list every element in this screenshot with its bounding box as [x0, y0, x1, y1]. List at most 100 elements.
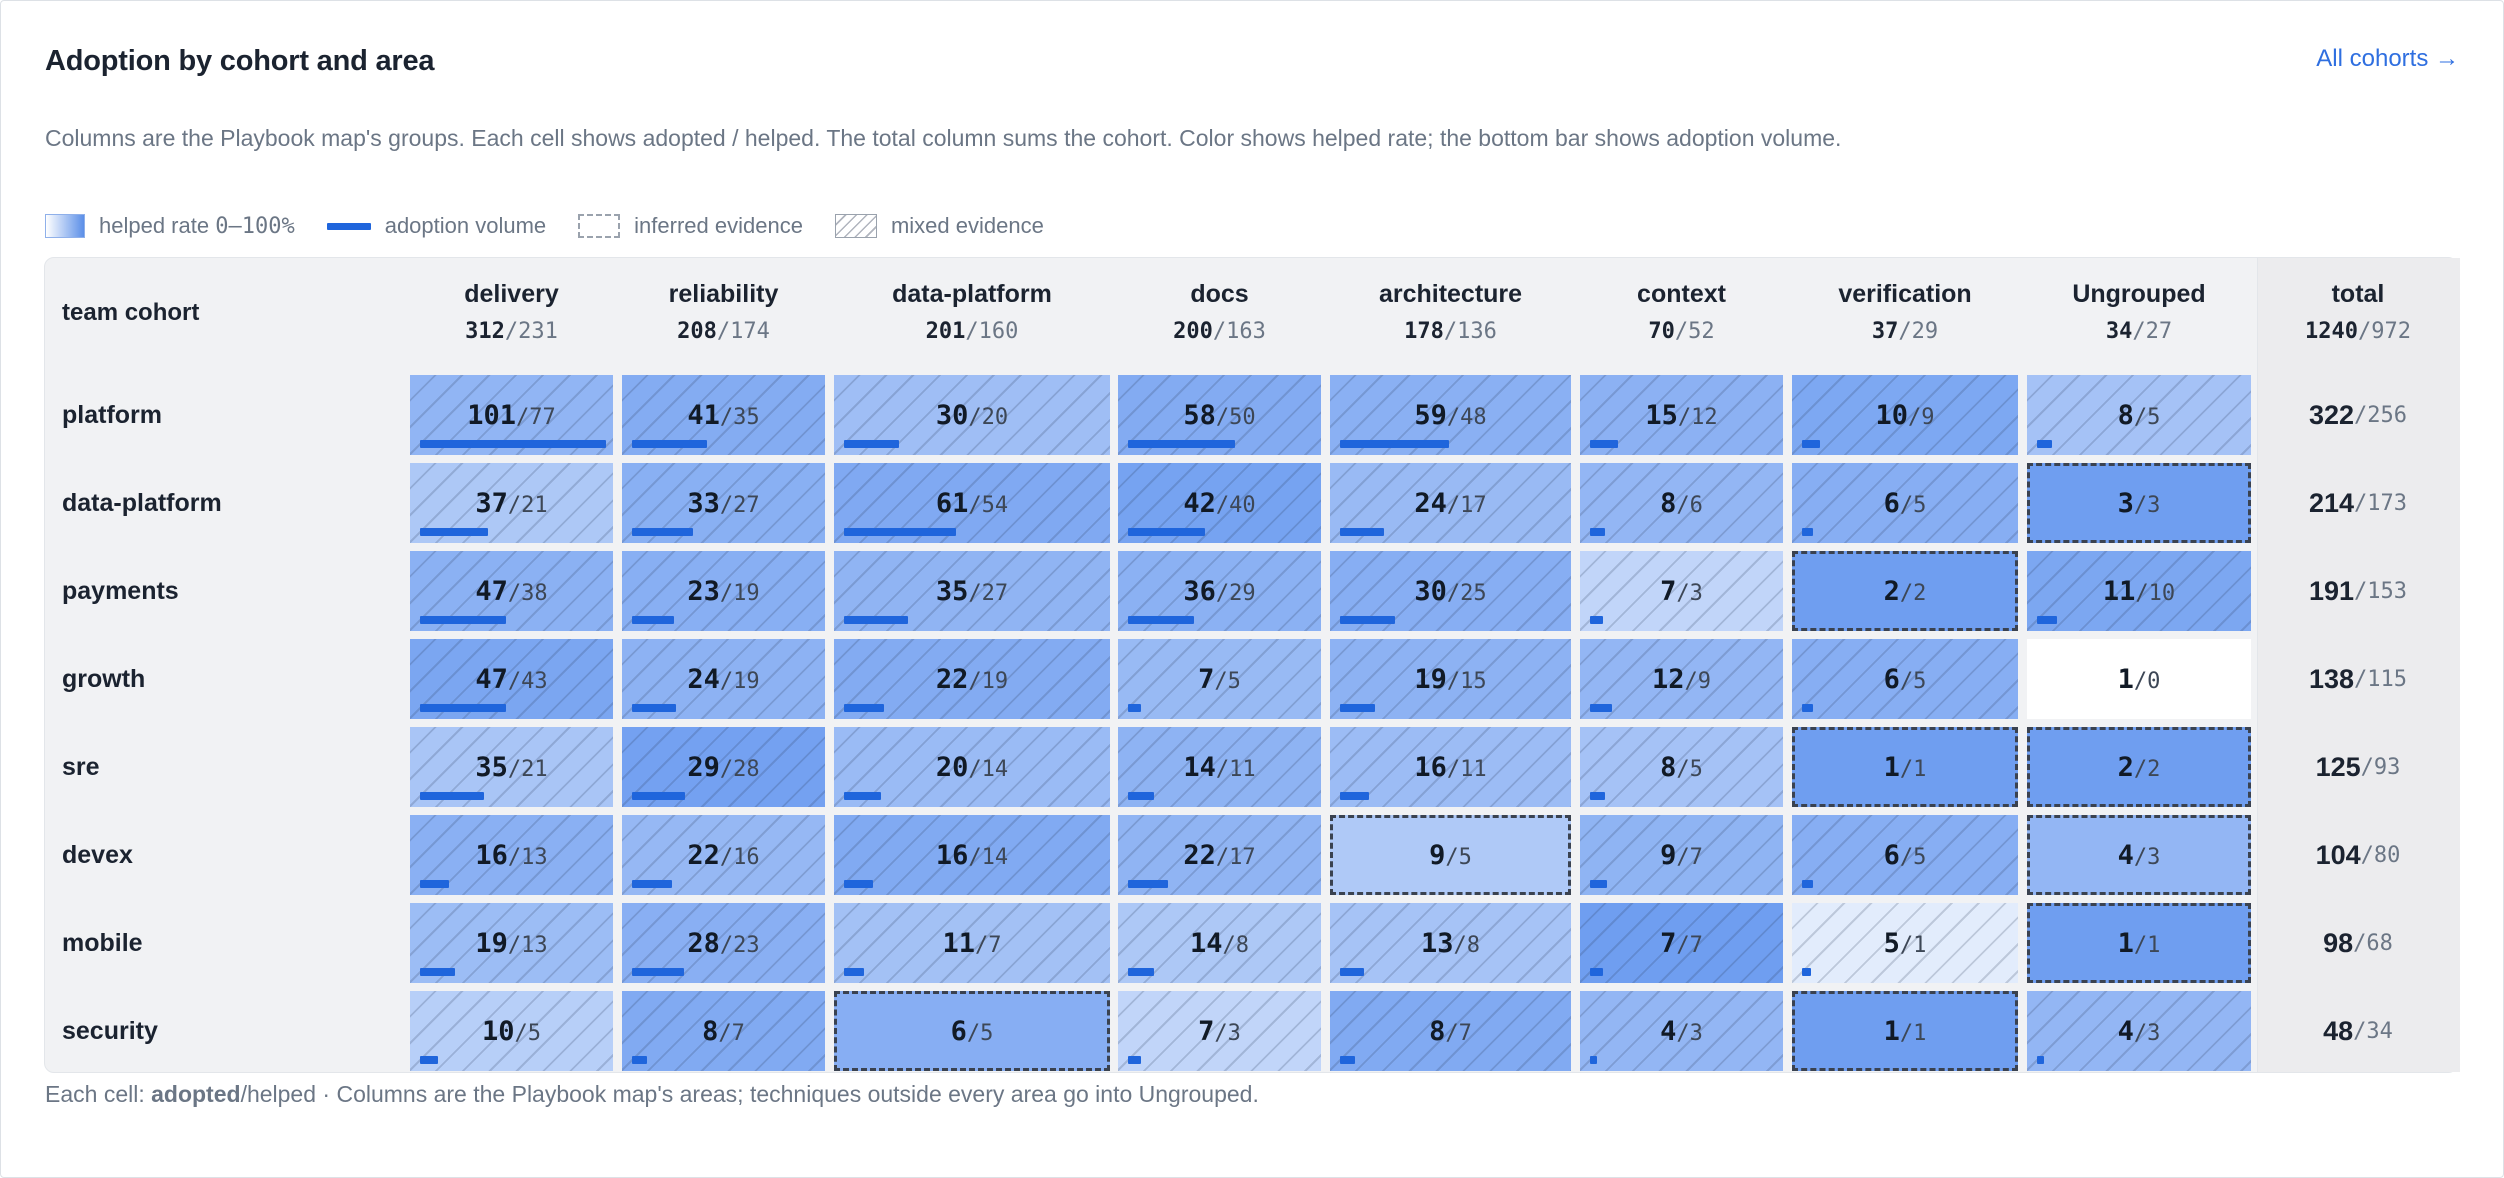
heatmap-cell[interactable]: 24/19: [622, 639, 825, 719]
heatmap-cell[interactable]: 16/14: [834, 815, 1110, 895]
heatmap-cell[interactable]: 14/11: [1118, 727, 1321, 807]
heatmap-cell[interactable]: 29/28: [622, 727, 825, 807]
adoption-volume-bar: [420, 968, 455, 976]
cell-helped: /9: [1908, 404, 1935, 430]
heatmap-cell[interactable]: 36/29: [1118, 551, 1321, 631]
heatmap-cell[interactable]: 7/7: [1580, 903, 1783, 983]
cell-helped: /15: [1446, 668, 1487, 694]
heatmap-cell[interactable]: 42/40: [1118, 463, 1321, 543]
heatmap-cell[interactable]: 9/7: [1580, 815, 1783, 895]
adoption-volume-bar: [1128, 704, 1141, 712]
cell-value: 10/9: [1875, 400, 1934, 431]
heatmap-cell[interactable]: 7/5: [1118, 639, 1321, 719]
heatmap-cell[interactable]: 47/38: [410, 551, 613, 631]
cell-value: 61/54: [936, 488, 1008, 519]
heatmap-cell[interactable]: 8/5: [1580, 727, 1783, 807]
cell-value: 14/8: [1190, 928, 1249, 959]
heatmap-cell[interactable]: 8/5: [2027, 375, 2251, 455]
cell-helped: /11: [1446, 756, 1487, 782]
cell-value: 8/7: [702, 1016, 745, 1047]
heatmap-cell[interactable]: 23/19: [622, 551, 825, 631]
heatmap-cell[interactable]: 24/17: [1330, 463, 1571, 543]
heatmap-cell[interactable]: 22/17: [1118, 815, 1321, 895]
heatmap-cell[interactable]: 1/1: [1792, 727, 2018, 807]
heatmap-cell[interactable]: 14/8: [1118, 903, 1321, 983]
heatmap-cell[interactable]: 4/3: [2027, 815, 2251, 895]
heatmap-cell[interactable]: 8/7: [622, 991, 825, 1071]
heatmap-cell[interactable]: 10/5: [410, 991, 613, 1071]
column-adopted-count: 70: [1648, 319, 1675, 344]
cell-adopted: 14: [1189, 927, 1223, 959]
heatmap-cell[interactable]: 28/23: [622, 903, 825, 983]
heatmap-cell[interactable]: 16/13: [410, 815, 613, 895]
heatmap-cell[interactable]: 2/2: [2027, 727, 2251, 807]
heatmap-cell[interactable]: 8/6: [1580, 463, 1783, 543]
heatmap-cell[interactable]: 12/9: [1580, 639, 1783, 719]
heatmap-cell[interactable]: 19/15: [1330, 639, 1571, 719]
heatmap-cell[interactable]: 10/9: [1792, 375, 2018, 455]
heatmap-cell[interactable]: 101/77: [410, 375, 613, 455]
all-cohorts-link[interactable]: All cohorts →: [2316, 45, 2459, 72]
heatmap-cell[interactable]: 7/3: [1580, 551, 1783, 631]
heatmap-cell[interactable]: 15/12: [1580, 375, 1783, 455]
heatmap-cell[interactable]: 7/3: [1118, 991, 1321, 1071]
heatmap-cell[interactable]: 6/5: [1792, 463, 2018, 543]
heatmap-cell[interactable]: 33/27: [622, 463, 825, 543]
heatmap-cell[interactable]: 19/13: [410, 903, 613, 983]
heatmap-cell[interactable]: 4/3: [1580, 991, 1783, 1071]
heatmap-cell[interactable]: 8/7: [1330, 991, 1571, 1071]
heatmap-cell[interactable]: 6/5: [1792, 815, 2018, 895]
heatmap-cell[interactable]: 5/1: [1792, 903, 2018, 983]
cell-helped: /9: [1684, 668, 1712, 694]
cell-helped: /2: [1899, 580, 1927, 606]
heatmap-cell[interactable]: 1/1: [2027, 903, 2251, 983]
heatmap-cell[interactable]: 61/54: [834, 463, 1110, 543]
heatmap-cell[interactable]: 37/21: [410, 463, 613, 543]
cell-adopted: 4: [1660, 1015, 1677, 1047]
heatmap-cell[interactable]: 13/8: [1330, 903, 1571, 983]
row-total: 191/153: [2257, 551, 2459, 631]
cell-value: 24/17: [1414, 488, 1486, 519]
cell-value: 29/28: [687, 752, 759, 783]
heatmap-cell[interactable]: 22/16: [622, 815, 825, 895]
cell-value: 2/2: [2118, 752, 2161, 783]
row-label-mobile: mobile: [62, 928, 143, 957]
cell-adopted: 19: [475, 927, 508, 959]
heatmap-cell[interactable]: 11/10: [2027, 551, 2251, 631]
cell-helped: /10: [2135, 580, 2176, 606]
heatmap-cell[interactable]: 47/43: [410, 639, 613, 719]
gradient-swatch-icon: [45, 214, 85, 238]
adoption-volume-bar: [844, 616, 908, 624]
heatmap-cell[interactable]: 6/5: [1792, 639, 2018, 719]
heatmap-cell[interactable]: 30/20: [834, 375, 1110, 455]
heatmap-cell[interactable]: 9/5: [1330, 815, 1571, 895]
row-label-security: security: [62, 1016, 158, 1045]
cell-helped: /1: [2133, 932, 2161, 958]
heatmap-cell[interactable]: 16/11: [1330, 727, 1571, 807]
heatmap-cell[interactable]: 1/0: [2027, 639, 2251, 719]
cell-value: 5/1: [1884, 928, 1927, 959]
heatmap-cell[interactable]: 3/3: [2027, 463, 2251, 543]
cell-adopted: 7: [1198, 1015, 1215, 1047]
cell-value: 1/1: [1884, 752, 1927, 783]
cell-helped: /3: [1676, 1020, 1703, 1046]
heatmap-cell[interactable]: 58/50: [1118, 375, 1321, 455]
heatmap-cell[interactable]: 30/25: [1330, 551, 1571, 631]
heatmap-cell[interactable]: 4/3: [2027, 991, 2251, 1071]
heatmap-cell[interactable]: 35/27: [834, 551, 1110, 631]
heatmap-cell[interactable]: 11/7: [834, 903, 1110, 983]
heatmap-cell[interactable]: 22/19: [834, 639, 1110, 719]
cell-adopted: 30: [935, 399, 969, 431]
heatmap-cell[interactable]: 59/48: [1330, 375, 1571, 455]
heatmap-cell[interactable]: 2/2: [1792, 551, 2018, 631]
heatmap-cell[interactable]: 20/14: [834, 727, 1110, 807]
cell-adopted: 10: [481, 1015, 515, 1047]
heatmap-cell[interactable]: 35/21: [410, 727, 613, 807]
cell-adopted: 37: [475, 487, 508, 519]
adoption-volume-bar: [1340, 616, 1395, 624]
cell-adopted: 58: [1183, 399, 1216, 431]
heatmap-cell[interactable]: 1/1: [1792, 991, 2018, 1071]
heatmap-cell[interactable]: 6/5: [834, 991, 1110, 1071]
heatmap-cell[interactable]: 41/35: [622, 375, 825, 455]
adoption-volume-bar: [420, 880, 449, 888]
